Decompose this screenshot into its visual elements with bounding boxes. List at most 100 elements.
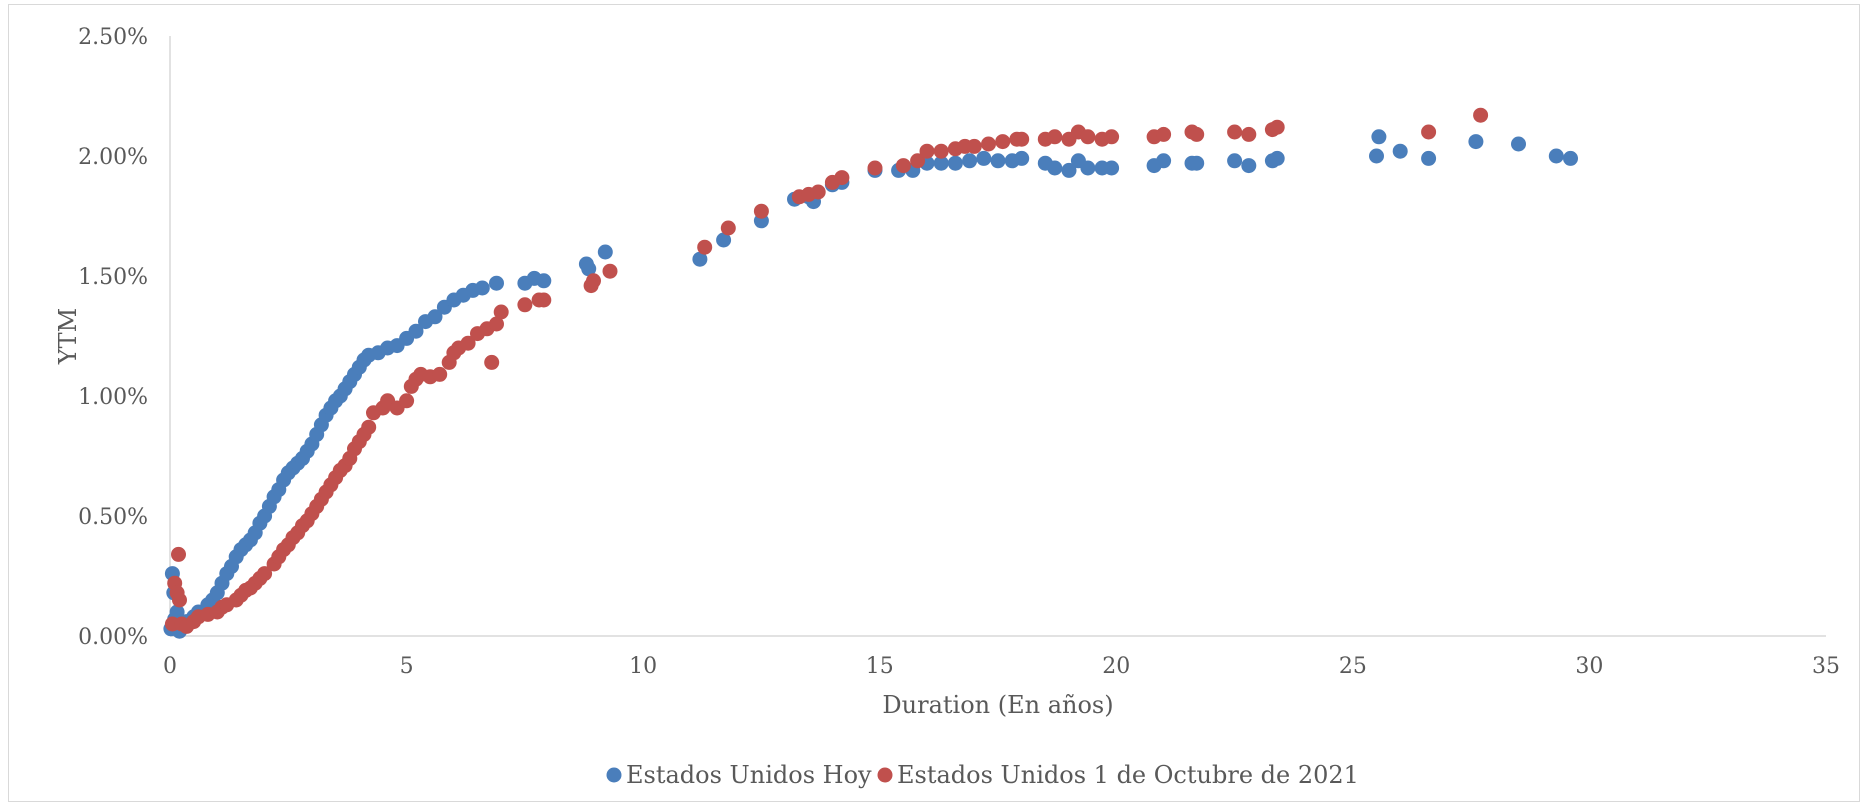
y-axis-title: YTM (54, 308, 82, 365)
data-point (1080, 160, 1096, 176)
data-point (1468, 134, 1484, 150)
data-point (489, 275, 504, 291)
data-point (432, 366, 448, 382)
data-point (995, 134, 1011, 150)
data-point (810, 184, 826, 200)
data-point (981, 136, 996, 152)
y-tick-label: 1.00% (78, 385, 148, 410)
data-point (966, 138, 982, 154)
x-tick-label: 0 (163, 654, 177, 679)
data-point (171, 546, 186, 562)
data-point (399, 393, 415, 409)
data-point (1061, 162, 1077, 178)
x-tick-label: 20 (1102, 654, 1130, 679)
data-point (257, 566, 273, 582)
data-point (1104, 160, 1120, 176)
data-point (697, 239, 713, 255)
y-tick-label: 0.50% (78, 505, 148, 530)
data-point (581, 261, 597, 277)
legend-marker-estados-unidos-hoy (606, 767, 622, 783)
data-point (1080, 129, 1096, 145)
data-point (933, 155, 949, 171)
data-point (895, 158, 911, 174)
series-0 (163, 129, 1578, 639)
data-point (1104, 129, 1120, 145)
data-point (1421, 124, 1437, 140)
data-point (1014, 150, 1030, 166)
data-point (990, 153, 1006, 169)
data-point (1241, 126, 1257, 142)
data-point (1269, 119, 1285, 135)
data-point (1548, 148, 1564, 164)
data-point (493, 304, 509, 320)
data-point (1156, 126, 1172, 142)
data-point (489, 316, 504, 332)
legend-marker-estados-unidos-1-octubre-2021 (877, 767, 893, 783)
data-point (1563, 150, 1578, 166)
y-tick-labels: 0.00% 0.50% 1.00% 1.50% 2.00% 2.50% (78, 25, 148, 650)
data-point (919, 143, 935, 159)
axes (169, 36, 1826, 637)
data-point (867, 160, 883, 176)
data-point (361, 419, 377, 435)
x-tick-label: 5 (400, 654, 414, 679)
x-tick-label: 25 (1339, 654, 1367, 679)
legend: Estados Unidos Hoy Estados Unidos 1 de O… (606, 761, 1359, 789)
x-tick-label: 35 (1812, 654, 1840, 679)
data-point (1511, 136, 1526, 152)
data-point (484, 354, 500, 370)
data-point (474, 280, 490, 296)
data-point (1371, 129, 1387, 145)
data-point (536, 292, 552, 308)
data-point (1369, 148, 1384, 164)
data-point (834, 170, 850, 186)
series-layer (163, 107, 1578, 639)
data-point (716, 232, 732, 248)
data-point (1269, 150, 1285, 166)
data-point (720, 220, 736, 236)
data-point (1047, 129, 1063, 145)
data-point (1156, 153, 1172, 169)
x-tick-label: 15 (866, 654, 894, 679)
data-point (1227, 153, 1243, 169)
y-tick-label: 0.00% (78, 625, 148, 650)
data-point (586, 273, 601, 289)
data-point (1421, 150, 1437, 166)
data-point (597, 244, 613, 260)
data-point (460, 335, 476, 351)
series-1 (164, 107, 1489, 634)
data-point (933, 143, 949, 159)
data-point (1473, 107, 1489, 123)
data-point (910, 153, 926, 169)
data-point (976, 150, 992, 166)
data-point (169, 604, 185, 620)
data-point (427, 309, 443, 325)
data-point (947, 155, 963, 171)
x-tick-label: 30 (1575, 654, 1603, 679)
data-point (602, 263, 618, 279)
data-point (753, 203, 769, 219)
x-tick-labels: 0 5 10 15 20 25 30 35 (163, 654, 1840, 679)
data-point (1189, 155, 1205, 171)
data-point (1241, 158, 1257, 174)
x-axis-title: Duration (En años) (882, 691, 1113, 719)
chart-frame (8, 4, 1860, 802)
data-point (962, 153, 978, 169)
data-point (1047, 160, 1063, 176)
y-tick-label: 2.00% (78, 145, 148, 170)
legend-label-estados-unidos-1-octubre-2021: Estados Unidos 1 de Octubre de 2021 (897, 761, 1359, 789)
data-point (517, 297, 533, 313)
y-tick-label: 1.50% (78, 265, 148, 290)
legend-label-estados-unidos-hoy: Estados Unidos Hoy (626, 761, 872, 789)
data-point (1014, 131, 1030, 147)
data-point (536, 273, 552, 289)
x-tick-label: 10 (629, 654, 657, 679)
data-point (1227, 124, 1243, 140)
data-point (172, 592, 187, 608)
data-point (408, 323, 424, 339)
y-tick-label: 2.50% (78, 25, 148, 50)
data-point (1392, 143, 1408, 159)
data-point (1189, 126, 1205, 142)
data-point (692, 251, 708, 267)
